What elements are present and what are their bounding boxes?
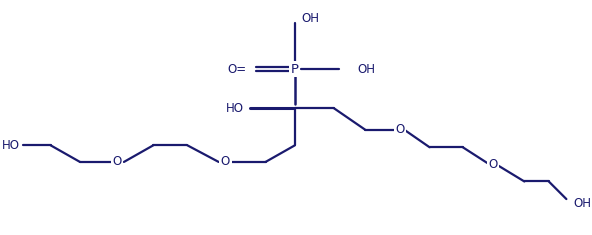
Text: O: O [488, 158, 498, 171]
Text: OH: OH [573, 197, 591, 210]
Text: HO: HO [1, 139, 20, 152]
Text: O: O [221, 155, 230, 168]
Text: O: O [112, 155, 122, 168]
Text: HO: HO [226, 102, 244, 115]
Text: O=: O= [227, 63, 246, 76]
Text: OH: OH [302, 12, 320, 25]
Text: OH: OH [358, 63, 375, 76]
Text: P: P [291, 63, 299, 76]
Text: O: O [395, 123, 405, 136]
